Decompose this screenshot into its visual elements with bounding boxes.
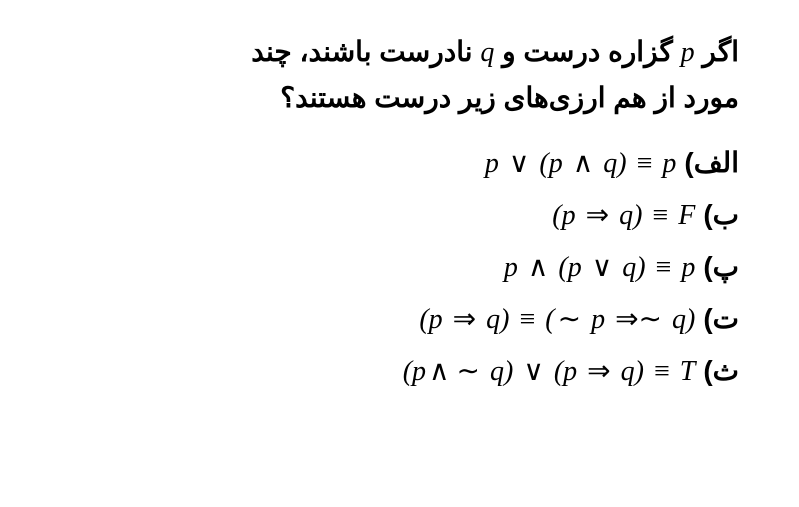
option-label-b: ب): [703, 198, 739, 231]
q-text-post: نادرست باشند، چند: [251, 36, 480, 67]
q-text-mid: گزاره درست و: [494, 36, 680, 67]
q-text-line2: مورد از هم ارزی‌های زیر درست هستند؟: [280, 82, 739, 113]
var-q: q: [480, 37, 494, 68]
option-formula-d: (p ⇒ q) ≡ (∼ p ⇒∼ q): [419, 302, 695, 336]
option-label-a: الف): [684, 146, 739, 179]
option-formula-b: (p ⇒ q) ≡ F: [552, 198, 695, 232]
option-formula-c: p ∧ (p ∨ q) ≡ p: [504, 250, 695, 284]
option-d: ت) (p ⇒ q) ≡ (∼ p ⇒∼ q): [40, 302, 739, 336]
option-formula-e: (p∧ ∼ q) ∨ (p ⇒ q) ≡ T: [403, 354, 696, 388]
option-label-c: پ): [703, 250, 739, 283]
option-label-e: ث): [703, 354, 739, 387]
question-text: اگر p گزاره درست و q نادرست باشند، چند م…: [40, 30, 739, 121]
option-label-d: ت): [703, 302, 739, 335]
option-e: ث) (p∧ ∼ q) ∨ (p ⇒ q) ≡ T: [40, 354, 739, 388]
var-p: p: [681, 37, 695, 68]
option-a: الف) p ∨ (p ∧ q) ≡ p: [40, 146, 739, 180]
q-text-pre: اگر: [695, 36, 739, 67]
option-b: ب) (p ⇒ q) ≡ F: [40, 198, 739, 232]
options-list: الف) p ∨ (p ∧ q) ≡ p ب) (p ⇒ q) ≡ F پ) p…: [40, 146, 739, 388]
option-c: پ) p ∧ (p ∨ q) ≡ p: [40, 250, 739, 284]
option-formula-a: p ∨ (p ∧ q) ≡ p: [485, 146, 676, 180]
